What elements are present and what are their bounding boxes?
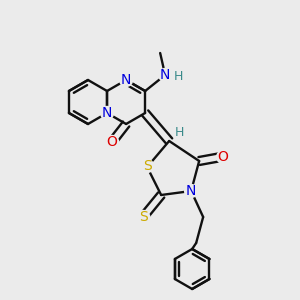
Circle shape	[100, 106, 114, 120]
Circle shape	[173, 125, 186, 139]
Circle shape	[140, 159, 154, 173]
Text: N: N	[160, 68, 170, 82]
Text: H: H	[175, 125, 184, 139]
Text: O: O	[218, 150, 229, 164]
Circle shape	[216, 150, 230, 164]
Text: N: N	[102, 106, 112, 120]
Text: N: N	[121, 73, 131, 87]
Text: S: S	[143, 159, 152, 173]
Circle shape	[172, 70, 184, 83]
Circle shape	[184, 184, 198, 198]
Text: S: S	[139, 210, 148, 224]
Circle shape	[136, 210, 150, 224]
Text: N: N	[186, 184, 196, 198]
Circle shape	[105, 135, 119, 149]
Text: O: O	[107, 135, 118, 149]
Text: H: H	[173, 70, 183, 83]
Circle shape	[158, 68, 172, 82]
Circle shape	[119, 73, 133, 87]
